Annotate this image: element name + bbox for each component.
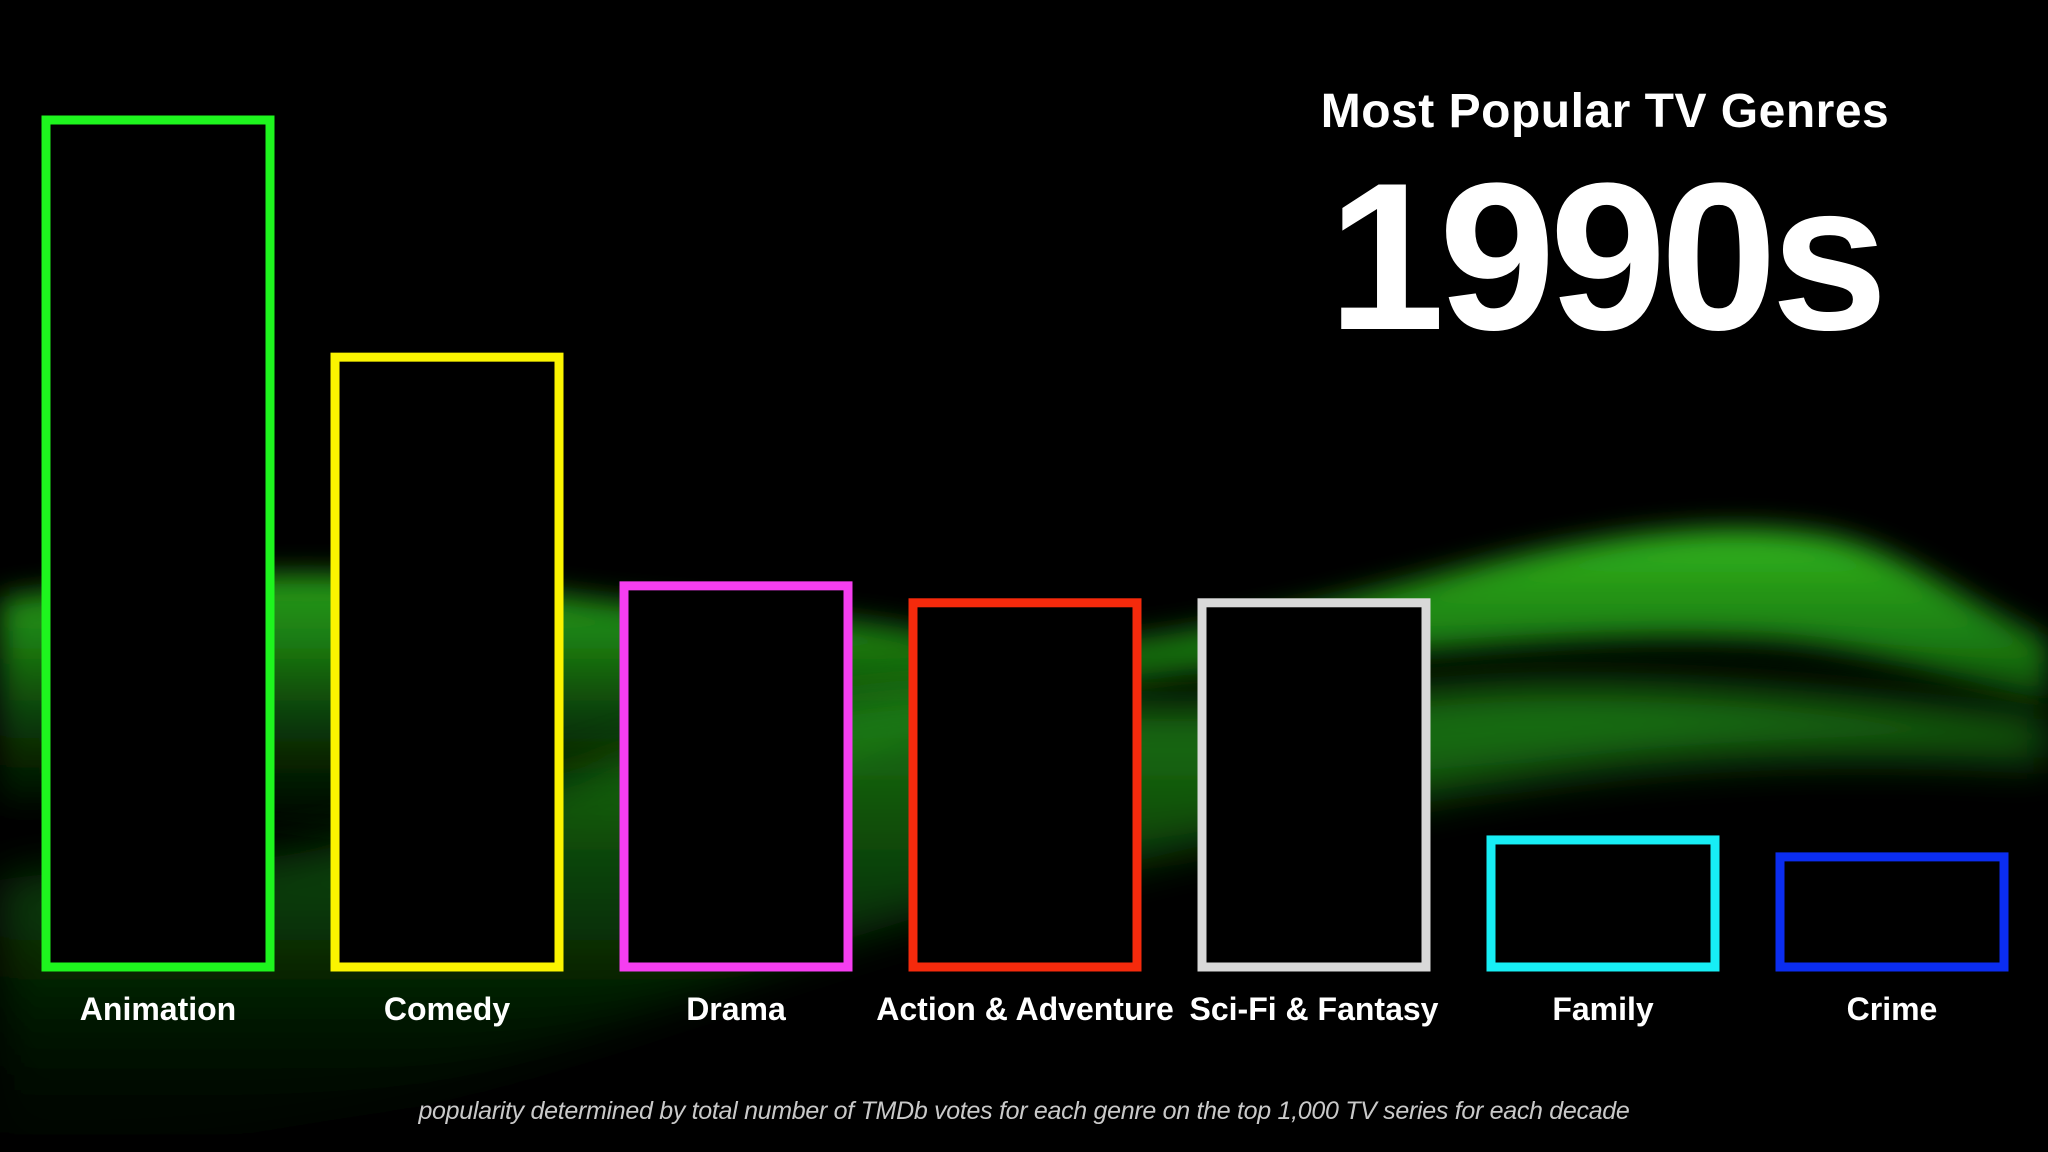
decade-heading: 1990s — [1328, 139, 1888, 374]
category-labels-layer: Animation Comedy Drama Action & Adventure Sc… — [80, 991, 1938, 1027]
bar-action-adventure — [908, 598, 1142, 972]
category-label-crime: Crime — [1847, 991, 1938, 1027]
chart-title: Most Popular TV Genres — [1320, 85, 1890, 138]
bar-drama — [619, 581, 853, 972]
bars-layer — [41, 115, 2009, 972]
category-label-family: Family — [1552, 991, 1654, 1027]
category-label-drama: Drama — [686, 991, 786, 1027]
bar-comedy — [330, 352, 564, 972]
category-label-action-adventure: Action & Adventure — [876, 991, 1174, 1027]
bar-sci-fi-fantasy — [1197, 598, 1431, 972]
bar-crime — [1775, 852, 2009, 972]
category-label-animation: Animation — [80, 991, 236, 1027]
category-label-comedy: Comedy — [384, 991, 510, 1027]
bar-animation — [41, 115, 275, 972]
bar-family — [1486, 835, 1720, 972]
footnote: popularity determined by total number of… — [418, 1097, 1630, 1125]
category-label-sci-fi-fantasy: Sci-Fi & Fantasy — [1190, 991, 1439, 1027]
